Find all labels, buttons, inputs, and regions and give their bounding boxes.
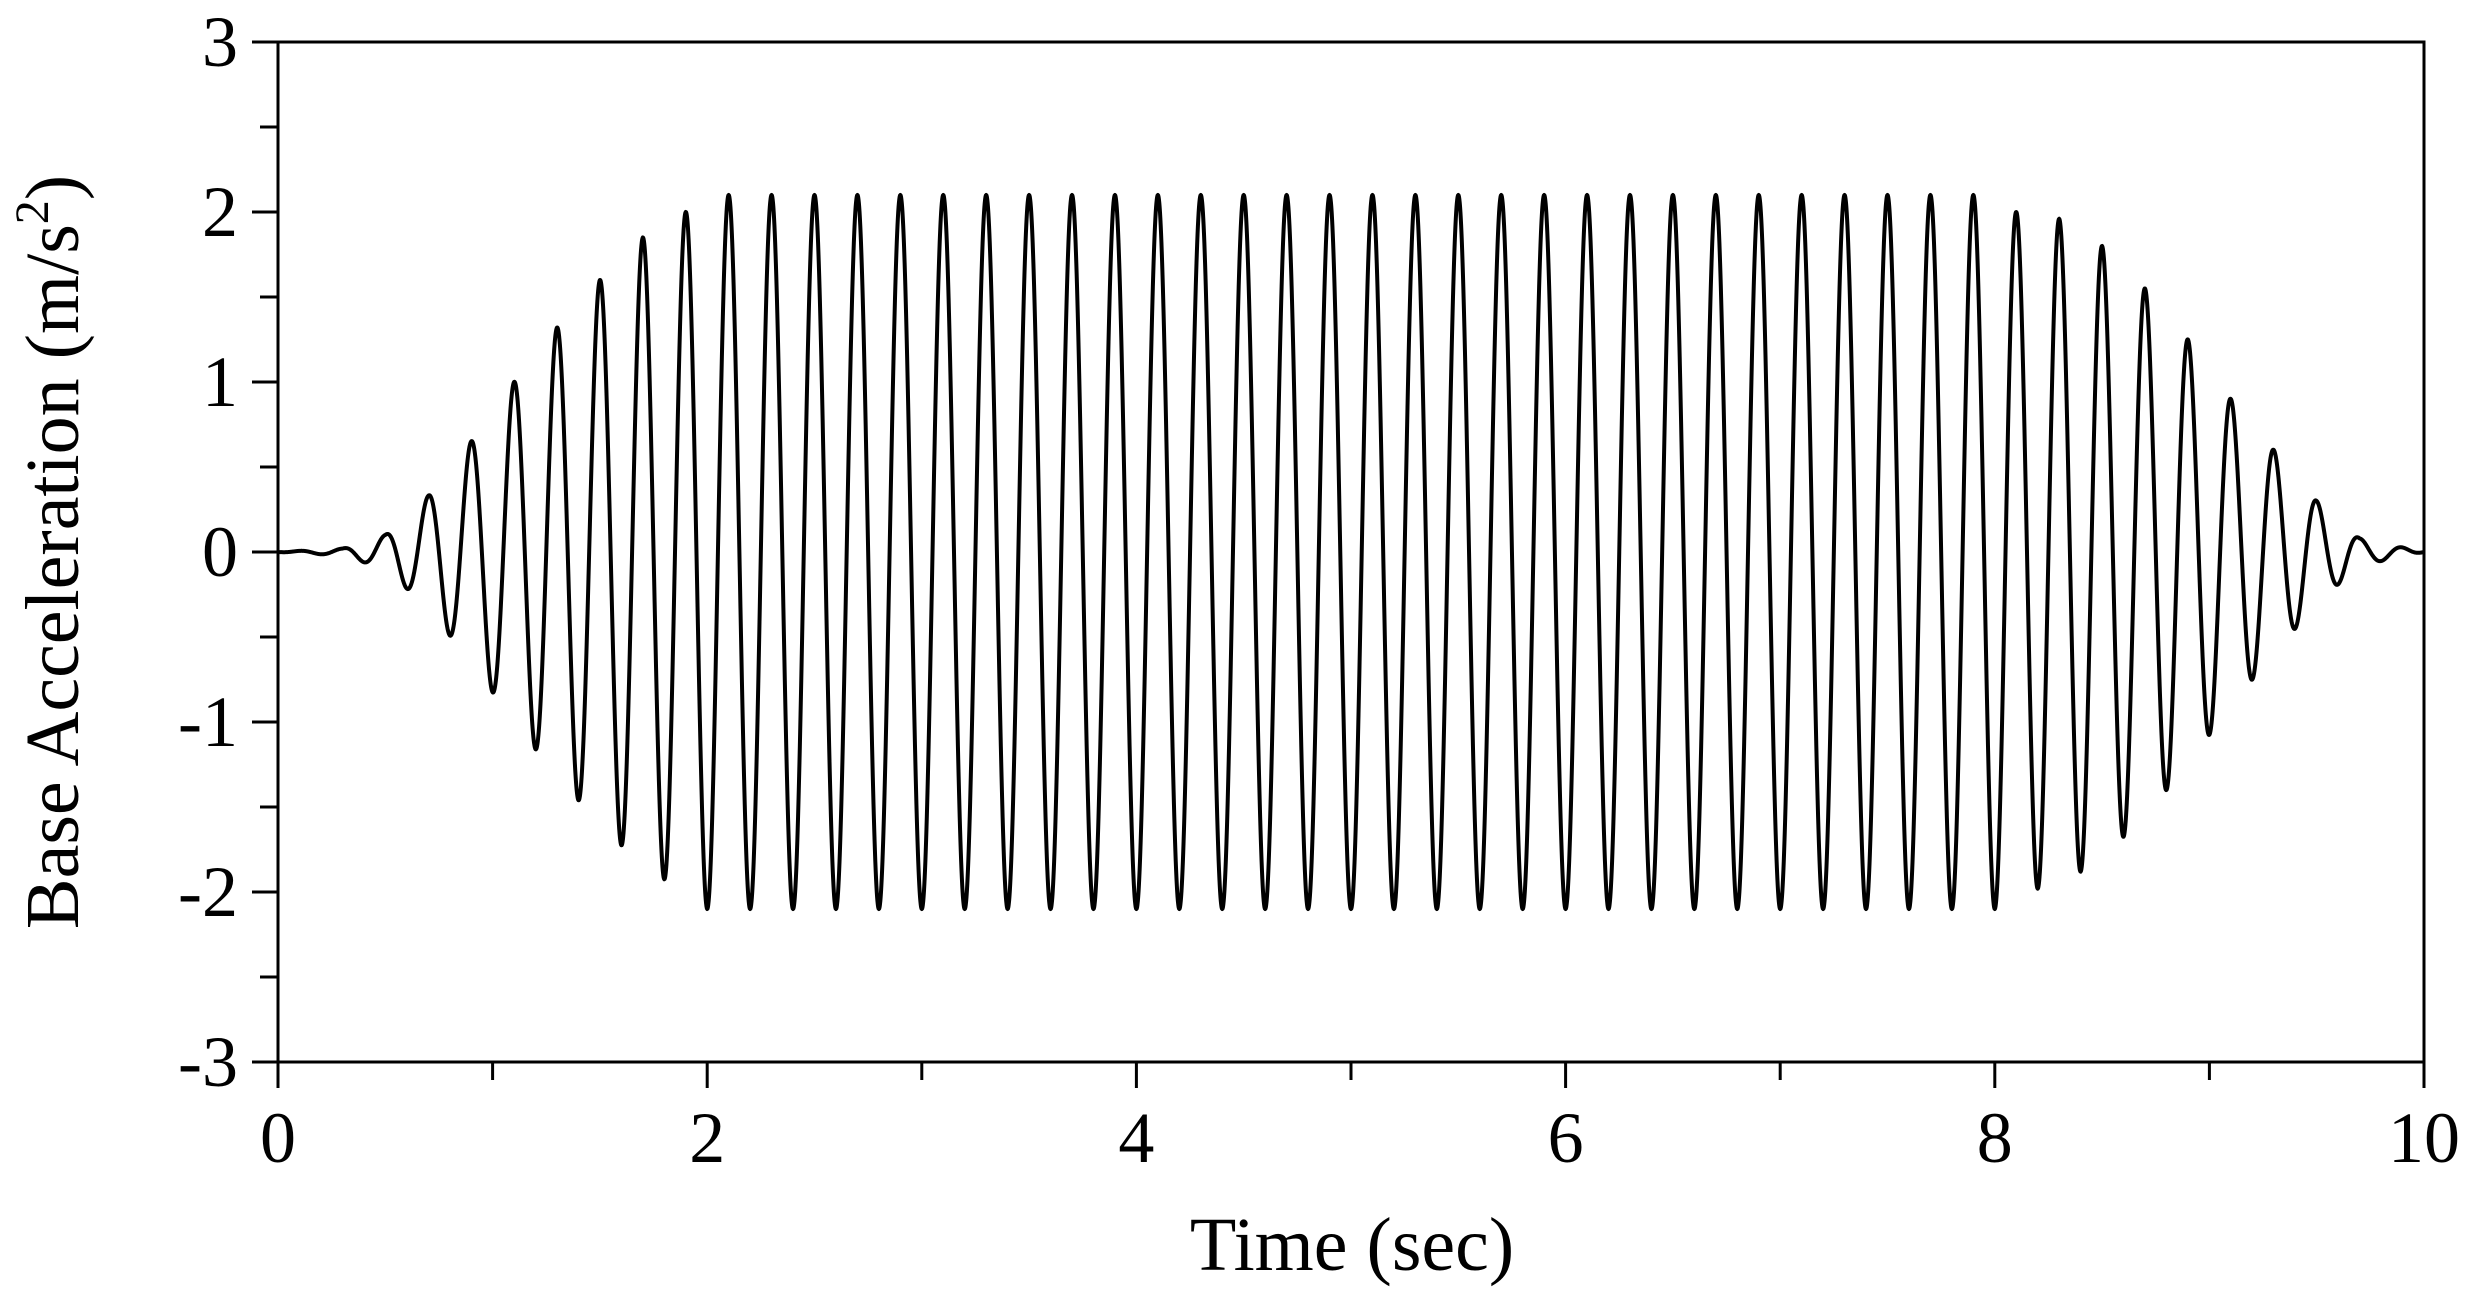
y-tick-label: 1	[202, 342, 238, 422]
x-tick-label: 8	[1977, 1098, 2013, 1178]
y-axis-title: Base Acceleration (m/s2)	[6, 175, 95, 929]
y-axis-title-main: Base Acceleration (m/s	[11, 224, 95, 929]
svg-text:Base Acceleration (m/s2): Base Acceleration (m/s2)	[6, 175, 95, 929]
x-axis-title: Time (sec)	[1190, 1203, 1514, 1287]
x-tick-label: 6	[1548, 1098, 1584, 1178]
plot-area-frame	[276, 40, 2426, 1064]
y-tick-label: -2	[178, 852, 238, 932]
x-tick-label: 0	[260, 1098, 296, 1178]
y-axis-title-superscript: 2	[6, 200, 59, 224]
y-axis-title-close: )	[11, 175, 95, 200]
x-tick-label: 10	[2388, 1098, 2460, 1178]
y-tick-label: -1	[178, 682, 238, 762]
y-tick-label: 2	[202, 172, 238, 252]
y-tick-label: -3	[178, 1022, 238, 1102]
y-tick-label: 0	[202, 512, 238, 592]
x-tick-label: 4	[1118, 1098, 1154, 1178]
acceleration-series-line	[276, 193, 2426, 911]
y-tick-label: 3	[202, 2, 238, 82]
x-tick-label: 2	[689, 1098, 725, 1178]
